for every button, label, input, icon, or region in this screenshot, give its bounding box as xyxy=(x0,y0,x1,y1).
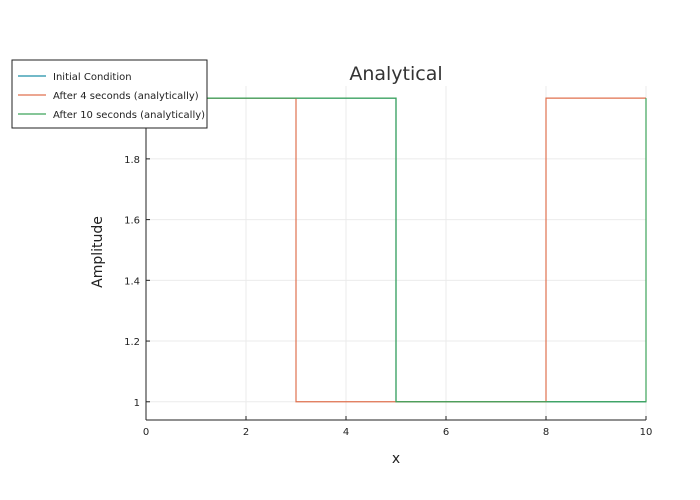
x-tick-label-3: 6 xyxy=(443,427,449,438)
x-tick-label-0: 0 xyxy=(143,427,149,438)
chart-title: Analytical xyxy=(349,63,442,85)
series-line-2 xyxy=(146,97,647,403)
x-axis-label: x xyxy=(392,451,400,467)
series-lines xyxy=(146,97,647,403)
y-tick-label-3: 1.6 xyxy=(124,216,140,227)
axes: 0 2 4 6 8 10 1 1.2 1.4 1.6 1.8 xyxy=(124,86,652,438)
x-tick-label-4: 8 xyxy=(543,427,549,438)
legend: Initial Condition After 4 seconds (analyt… xyxy=(11,59,208,129)
legend-entry-2: After 10 seconds (analytically) xyxy=(53,110,205,121)
y-tick-label-1: 1.2 xyxy=(124,337,140,348)
y-axis-label: Amplitude xyxy=(90,216,106,288)
legend-entry-1: After 4 seconds (analytically) xyxy=(53,91,199,102)
y-tick-label-4: 1.8 xyxy=(124,155,140,166)
y-tick-label-2: 1.4 xyxy=(124,276,140,287)
legend-entry-0: Initial Condition xyxy=(53,72,132,83)
y-tick-label-0: 1 xyxy=(134,398,140,409)
x-tick-label-5: 10 xyxy=(640,427,653,438)
x-tick-label-2: 4 xyxy=(343,427,349,438)
legend-box xyxy=(11,59,208,129)
x-tick-label-1: 2 xyxy=(243,427,249,438)
